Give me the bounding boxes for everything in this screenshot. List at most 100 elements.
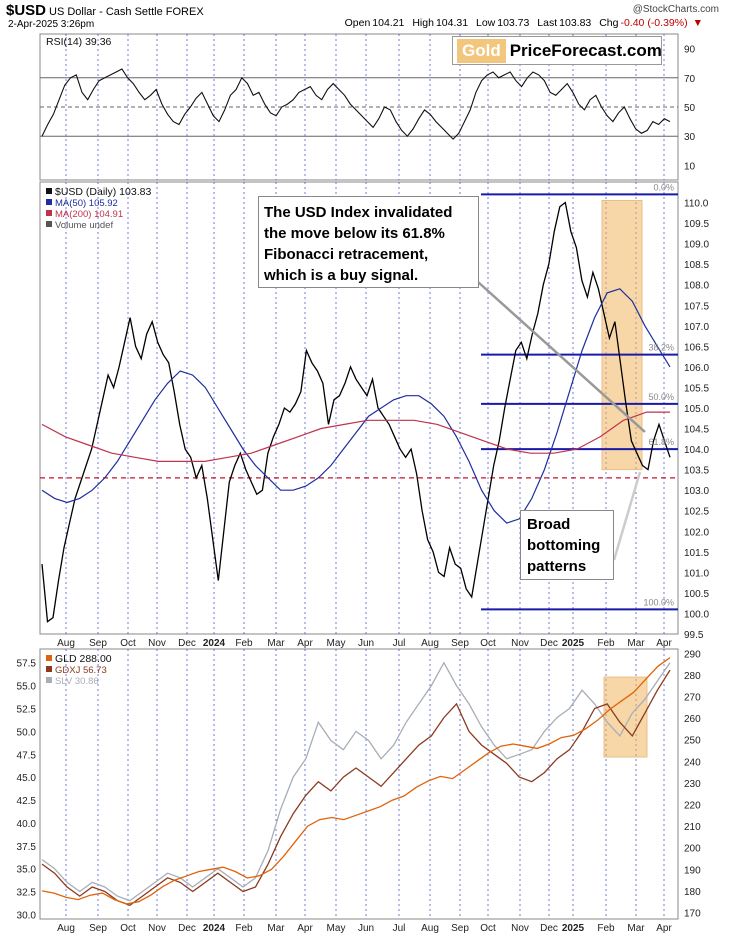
price-y-tick: 107.0 [684, 322, 709, 333]
gold-y-tick-left: 47.5 [17, 750, 37, 761]
gold-y-tick-right: 270 [684, 693, 701, 704]
last-label: Last [537, 17, 558, 29]
price-y-tick: 101.0 [684, 568, 709, 579]
x-tick-label-price: Feb [597, 638, 615, 649]
x-tick-label-gold: Jun [358, 923, 374, 934]
x-tick-label-gold: Oct [480, 923, 496, 934]
fib-level-label: 38.2% [648, 343, 674, 353]
x-tick-label-gold: Nov [148, 923, 166, 934]
x-tick-label-price: Oct [480, 638, 496, 649]
callout-line: The USD Index invalidated [264, 204, 453, 221]
x-tick-label-price: Sep [89, 638, 107, 649]
fib-level-label: 0.0% [653, 182, 674, 192]
x-tick-label-price: Mar [267, 638, 285, 649]
x-tick-label-gold: Sep [451, 923, 469, 934]
chart-header: $USD US Dollar - Cash Settle FOREX 2-Apr-… [0, 0, 729, 34]
goldpriceforecast-logo[interactable]: Gold PriceForecast.com [452, 36, 662, 65]
open-value: 104.21 [372, 17, 405, 29]
ma50-legend-swatch [46, 199, 52, 205]
price-y-tick: 108.5 [684, 260, 709, 271]
x-tick-label-gold: Sep [89, 923, 107, 934]
gold-y-tick-left: 30.0 [17, 910, 37, 921]
price-y-tick: 107.5 [684, 301, 709, 312]
gold-y-tick-right: 180 [684, 887, 701, 898]
x-tick-label-gold: Dec [178, 923, 196, 934]
price-y-tick: 106.0 [684, 363, 709, 374]
price-y-tick: 102.0 [684, 527, 709, 538]
timestamp: 2-Apr-2025 3:26pm [8, 19, 95, 30]
fib-level-label: 61.8% [648, 437, 674, 447]
x-tick-label-price: Dec [178, 638, 196, 649]
ohlc-readout: Open 104.21 High 104.31 Low 103.73 Last 103.… [345, 17, 703, 29]
gold-y-tick-right: 240 [684, 757, 701, 768]
x-tick-label-gold: Nov [511, 923, 529, 934]
price-y-tick: 109.5 [684, 219, 709, 230]
x-tick-label-price: Oct [120, 638, 136, 649]
price-y-tick: 105.0 [684, 404, 709, 415]
low-label: Low [475, 17, 496, 29]
x-tick-label-price: Feb [235, 638, 253, 649]
gold-y-tick-left: 40.0 [17, 819, 37, 830]
price-y-tick: 103.0 [684, 486, 709, 497]
x-tick-label-gold: Jul [393, 923, 406, 934]
x-tick-label-gold: Dec [540, 923, 558, 934]
gold-y-tick-left: 55.0 [17, 682, 37, 693]
gold-y-tick-left: 52.5 [17, 704, 37, 715]
fib-level-label: 50.0% [648, 392, 674, 402]
source-credit[interactable]: @StockCharts.com [632, 4, 719, 15]
x-tick-label-gold: Oct [120, 923, 136, 934]
rsi-y-tick: 10 [684, 161, 696, 172]
price-y-tick: 110.0 [684, 199, 709, 210]
last-value: 103.83 [559, 17, 592, 29]
logo-gold: Gold [457, 38, 506, 63]
gdxj-legend: GDXJ 56.73 [55, 665, 107, 676]
gold-y-tick-right: 220 [684, 801, 701, 812]
x-tick-label-price: Nov [511, 638, 529, 649]
callout-bottoming: Broad bottoming patterns [520, 510, 614, 580]
price-y-tick: 104.5 [684, 425, 709, 436]
usd-legend-swatch [46, 188, 52, 194]
gold-y-tick-right: 170 [684, 909, 701, 920]
open-label: Open [344, 17, 371, 29]
ticker-symbol: $USD [6, 2, 47, 19]
gold-y-tick-left: 50.0 [17, 727, 37, 738]
price-y-tick: 103.5 [684, 466, 709, 477]
price-y-tick: 104.0 [684, 445, 709, 456]
callout-line: patterns [527, 558, 587, 575]
callout-invalidation: The USD Index invalidated the move below… [258, 196, 479, 288]
callout-line: the move below its 61.8% [264, 225, 445, 242]
gld-legend: GLD 288.00 [55, 653, 112, 665]
gold-y-tick-right: 250 [684, 736, 701, 747]
x-tick-label-gold: Aug [57, 923, 75, 934]
x-tick-label-price: Aug [421, 638, 439, 649]
usd-legend: $USD (Daily) 103.83 [55, 186, 151, 198]
x-tick-label-gold: 2025 [562, 923, 585, 934]
logo-rest: PriceForecast.com [509, 40, 662, 60]
slv-legend: SLV 30.86 [55, 676, 99, 687]
highlight-box-gold [603, 676, 648, 758]
x-tick-label-gold: Apr [656, 923, 672, 934]
x-tick-label-price: Sep [451, 638, 469, 649]
price-y-tick: 108.0 [684, 281, 709, 292]
rsi-y-tick: 90 [684, 45, 696, 56]
ma200-legend-swatch [46, 210, 52, 216]
chg-label: Chg [599, 17, 619, 29]
gold-y-tick-right: 280 [684, 671, 701, 682]
price-y-tick: 101.5 [684, 548, 709, 559]
x-tick-label-price: Jul [393, 638, 406, 649]
x-tick-label-price: 2024 [203, 638, 226, 649]
usd-price-line [41, 201, 671, 623]
x-tick-label-gold: Aug [421, 923, 439, 934]
rsi-line [41, 68, 671, 140]
slv-legend-swatch [46, 677, 52, 683]
chg-value: -0.40 (-0.39%) [620, 17, 688, 29]
callout-line: Fibonacci retracement, [264, 246, 429, 263]
ticker-name: US Dollar - Cash Settle FOREX [49, 6, 204, 18]
gdxj-legend-swatch [46, 666, 52, 672]
gold-y-tick-right: 260 [684, 714, 701, 725]
x-tick-label-gold: Mar [627, 923, 645, 934]
x-tick-label-price: Dec [540, 638, 558, 649]
down-arrow-icon: ▼ [692, 17, 703, 29]
x-tick-label-gold: Apr [297, 923, 313, 934]
rsi-y-tick: 50 [684, 103, 696, 114]
